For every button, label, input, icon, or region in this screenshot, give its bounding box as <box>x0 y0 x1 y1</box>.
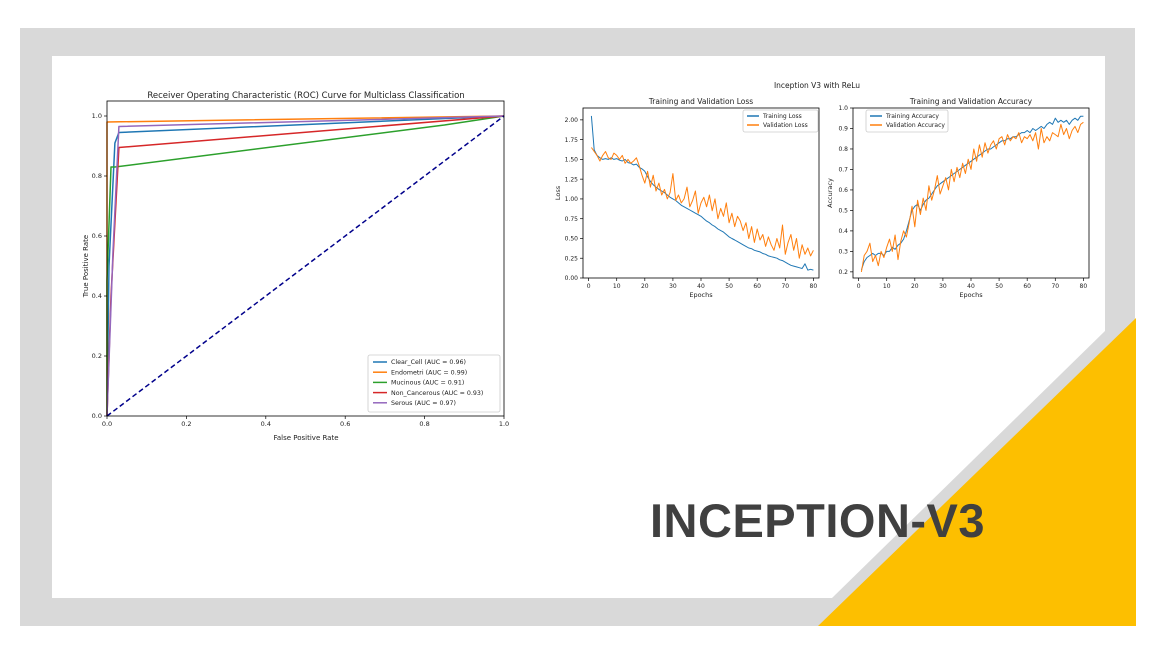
loss-y-axis-label: Loss <box>554 185 562 200</box>
loss-x-tick-label: 20 <box>641 283 649 290</box>
accuracy-legend-label: Training Accuracy <box>885 113 939 120</box>
roc-legend-label: Serous (AUC = 0.97) <box>391 400 456 407</box>
roc-x-axis-label: False Positive Rate <box>273 434 338 442</box>
roc-series-line-0 <box>106 115 505 417</box>
loss-x-tick-label: 30 <box>669 283 677 290</box>
accuracy-y-tick-label: 1.0 <box>838 105 848 112</box>
accuracy-chart-title: Training and Validation Accuracy <box>909 97 1033 106</box>
loss-y-tick-label: 1.00 <box>565 196 579 203</box>
accuracy-series-line-1 <box>860 121 1084 272</box>
accuracy-y-tick-label: 0.7 <box>838 167 848 174</box>
loss-legend-label: Validation Loss <box>763 122 808 129</box>
accuracy-chart: Training and Validation Accuracy Epochs … <box>826 97 1090 299</box>
accuracy-x-tick-label: 30 <box>939 283 947 290</box>
roc-legend-label: Endometri (AUC = 0.99) <box>391 369 467 376</box>
roc-x-tick-label: 0.0 <box>102 420 112 428</box>
accuracy-y-tick-label: 0.8 <box>838 146 848 153</box>
accuracy-y-tick-label: 0.6 <box>838 187 848 194</box>
loss-series-line-0 <box>590 115 814 271</box>
loss-y-tick-label: 2.00 <box>565 117 579 124</box>
accuracy-x-tick-label: 20 <box>911 283 919 290</box>
roc-y-axis-label: True Positive Rate <box>82 235 90 298</box>
roc-x-tick-label: 0.8 <box>419 420 429 428</box>
accuracy-x-axis-label: Epochs <box>959 291 983 299</box>
accuracy-plot-area: 0 10 20 30 40 50 60 70 80 0.2 0.3 0.4 0.5 0.6 0.7 0.8 0.… <box>838 105 1090 290</box>
loss-series-line-1 <box>590 147 814 259</box>
accuracy-x-tick-label: 0 <box>857 283 861 290</box>
accuracy-legend-label: Validation Accuracy <box>886 122 945 129</box>
roc-y-tick-label: 0.0 <box>92 412 102 420</box>
loss-x-tick-label: 80 <box>810 283 818 290</box>
accuracy-y-tick-label: 0.5 <box>838 208 848 215</box>
loss-x-tick-label: 70 <box>781 283 789 290</box>
loss-plot-area: 0 10 20 30 40 50 60 70 80 0.00 0.25 0.50 0.75 1.00 1.2… <box>565 107 820 290</box>
roc-x-tick-label: 0.4 <box>261 420 271 428</box>
slide-title: INCEPTION-V3 <box>650 494 986 547</box>
roc-x-tick-label: 0.2 <box>181 420 191 428</box>
accent-triangle <box>818 318 1136 626</box>
roc-x-tick-label: 0.6 <box>340 420 350 428</box>
accuracy-y-tick-label: 0.9 <box>838 126 848 133</box>
roc-legend-box <box>367 354 501 413</box>
loss-legend: Training Loss Validation Loss <box>742 109 819 133</box>
loss-legend-box <box>742 109 819 133</box>
accuracy-legend: Training Accuracy Validation Accuracy <box>865 109 949 133</box>
accuracy-x-tick-label: 10 <box>883 283 891 290</box>
roc-x-tick-label: 1.0 <box>499 420 509 428</box>
loss-axes-frame <box>582 107 820 279</box>
roc-y-tick-label: 0.8 <box>92 172 102 180</box>
loss-y-tick-label: 0.25 <box>565 255 579 262</box>
loss-x-tick-label: 10 <box>613 283 621 290</box>
roc-legend-label: Non_Cancerous (AUC = 0.93) <box>391 390 483 397</box>
loss-chart-title: Training and Validation Loss <box>648 97 753 106</box>
figure-suptitle: Inception V3 with ReLu <box>774 81 860 90</box>
roc-legend: Clear_Cell (AUC = 0.96) Endometri (AUC = … <box>367 354 501 413</box>
loss-y-tick-label: 0.00 <box>565 275 579 282</box>
accuracy-legend-box <box>865 109 949 133</box>
roc-chart: Receiver Operating Characteristic (ROC) … <box>82 91 509 442</box>
accuracy-x-tick-label: 40 <box>967 283 975 290</box>
loss-y-tick-label: 1.50 <box>565 157 579 164</box>
accuracy-x-tick-label: 60 <box>1023 283 1031 290</box>
loss-y-tick-label: 0.50 <box>565 236 579 243</box>
accuracy-y-tick-label: 0.4 <box>838 228 848 235</box>
loss-x-tick-label: 40 <box>697 283 705 290</box>
accuracy-x-tick-label: 50 <box>995 283 1003 290</box>
roc-legend-label: Clear_Cell (AUC = 0.96) <box>391 359 466 366</box>
loss-x-tick-label: 0 <box>587 283 591 290</box>
roc-series-line-5 <box>106 115 505 417</box>
accuracy-y-tick-label: 0.3 <box>838 249 848 256</box>
loss-x-axis-label: Epochs <box>689 291 713 299</box>
roc-axes-frame <box>106 100 505 417</box>
loss-y-tick-label: 0.75 <box>565 216 579 223</box>
accuracy-y-axis-label: Accuracy <box>826 178 834 208</box>
roc-legend-label: Mucinous (AUC = 0.91) <box>391 380 464 387</box>
accuracy-y-tick-label: 0.2 <box>838 269 848 276</box>
roc-series-line-4 <box>106 115 505 417</box>
loss-legend-label: Training Loss <box>762 113 802 120</box>
roc-y-tick-label: 1.0 <box>92 112 102 120</box>
loss-y-tick-label: 1.25 <box>565 176 579 183</box>
roc-plot-area: 0.0 0.2 0.4 0.6 0.8 1.0 0.0 0.2 0.4 0.6 0.8 1.0 <box>92 100 509 428</box>
loss-y-tick-label: 1.75 <box>565 137 579 144</box>
roc-y-tick-label: 0.2 <box>92 352 102 360</box>
roc-y-tick-label: 0.6 <box>92 232 102 240</box>
loss-x-tick-label: 50 <box>725 283 733 290</box>
roc-chart-title: Receiver Operating Characteristic (ROC) … <box>147 91 464 101</box>
roc-y-tick-label: 0.4 <box>92 292 102 300</box>
accuracy-x-tick-label: 80 <box>1080 283 1088 290</box>
loss-x-tick-label: 60 <box>753 283 761 290</box>
accuracy-x-tick-label: 70 <box>1051 283 1059 290</box>
loss-chart: Training and Validation Loss Epochs Loss… <box>554 97 820 299</box>
